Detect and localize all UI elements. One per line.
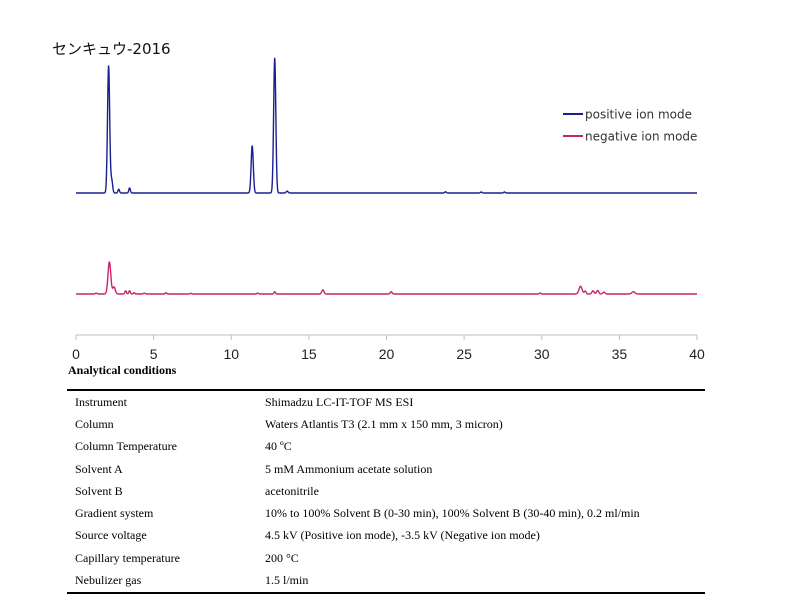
x-tick-label: 5 <box>150 346 158 362</box>
section-heading: Analytical conditions <box>68 363 177 377</box>
condition-label: Gradient system <box>75 506 154 521</box>
condition-label: Column Temperature <box>75 439 177 454</box>
condition-value: 40 ºC <box>265 439 292 454</box>
series-line-positive <box>75 57 698 194</box>
x-tick-label: 15 <box>301 346 317 362</box>
table-row: Gradient system 10% to 100% Solvent B (0-… <box>67 502 705 524</box>
table-row: Column Waters Atlantis T3 (2.1 mm x 150 m… <box>67 413 705 435</box>
legend: positive ion mode negative ion mode <box>563 108 697 144</box>
chromatogram-chart: 0 5 10 15 20 25 30 35 40 positive ion mode negati… <box>72 57 705 362</box>
analytical-conditions-table: Instrument Shimadzu LC-IT-TOF MS ESI Colum… <box>67 389 705 594</box>
x-tick-label: 0 <box>72 346 80 362</box>
table-row: Instrument Shimadzu LC-IT-TOF MS ESI <box>67 390 705 413</box>
table-row: Source voltage 4.5 kV (Positive ion mode)… <box>67 525 705 547</box>
table-row: Nebulizer gas 1.5 l/min <box>67 569 705 592</box>
x-tick-label: 10 <box>223 346 239 362</box>
condition-label: Instrument <box>75 394 127 409</box>
condition-label: Solvent B <box>75 483 123 498</box>
condition-value: Shimadzu LC-IT-TOF MS ESI <box>265 394 414 409</box>
condition-label: Capillary temperature <box>75 550 180 565</box>
condition-value: 10% to 100% Solvent B (0-30 min), 100% S… <box>265 506 640 521</box>
x-axis: 0 5 10 15 20 25 30 35 40 <box>72 334 705 362</box>
condition-value: 1.5 l/min <box>265 573 309 588</box>
condition-label: Column <box>75 416 114 431</box>
series-group <box>75 57 698 295</box>
x-tick-label: 20 <box>379 346 395 362</box>
condition-value: 4.5 kV (Positive ion mode), -3.5 kV (Neg… <box>265 528 540 543</box>
legend-label: positive ion mode <box>585 108 692 122</box>
series-line-negative <box>75 261 698 295</box>
x-tick-label: 30 <box>534 346 550 362</box>
legend-label: negative ion mode <box>585 130 697 144</box>
conditions-body: Instrument Shimadzu LC-IT-TOF MS ESI Colum… <box>67 390 705 593</box>
condition-value: Waters Atlantis T3 (2.1 mm x 150 mm, 3 m… <box>265 416 503 431</box>
x-tick-label: 35 <box>612 346 628 362</box>
condition-value: acetonitrile <box>265 483 319 498</box>
x-tick-label: 40 <box>689 346 705 362</box>
condition-value: 200 °C <box>265 550 299 565</box>
table-row: Capillary temperature 200 °C <box>67 547 705 569</box>
table-row: Column Temperature 40 ºC <box>67 436 705 458</box>
condition-label: Source voltage <box>75 528 147 543</box>
condition-label: Solvent A <box>75 461 123 476</box>
condition-label: Nebulizer gas <box>75 573 142 588</box>
chart-title: センキュウ-2016 <box>52 40 171 58</box>
condition-value: 5 mM Ammonium acetate solution <box>265 461 433 476</box>
table-row: Solvent B acetonitrile <box>67 480 705 502</box>
x-tick-label: 25 <box>456 346 472 362</box>
table-row: Solvent A 5 mM Ammonium acetate solution <box>67 458 705 480</box>
